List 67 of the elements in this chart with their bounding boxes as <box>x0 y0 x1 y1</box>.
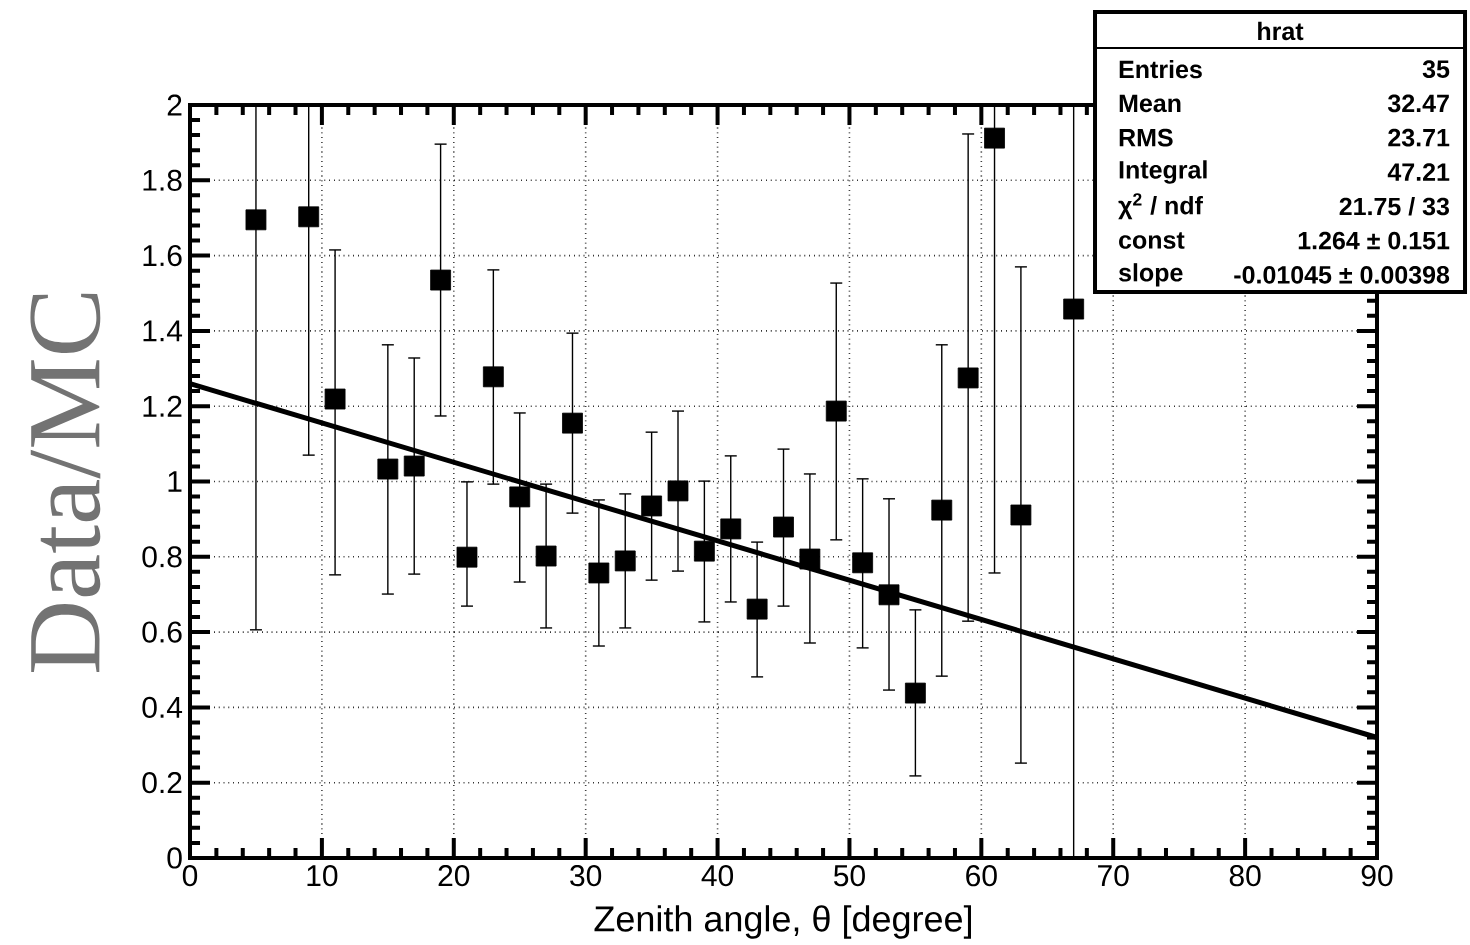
x-tick-label: 20 <box>438 865 470 887</box>
x-tick-label: 50 <box>833 865 865 887</box>
text: 23.71 <box>1388 128 1450 147</box>
text: Entries <box>1119 59 1202 79</box>
annotation: slope <box>1118 263 1183 287</box>
point <box>430 269 451 291</box>
point <box>957 367 979 389</box>
point <box>878 584 900 606</box>
y-tick-label: 0.2 <box>142 772 182 794</box>
x-tick-label: 80 <box>1229 865 1261 887</box>
point <box>245 209 267 231</box>
point <box>693 540 715 562</box>
point <box>773 516 794 538</box>
annotation: const <box>1119 232 1185 249</box>
x-axis-title: Zenith angle, θ [degree] <box>594 905 971 939</box>
point <box>456 546 478 568</box>
annotation: 21.75 / 33 <box>1339 196 1450 216</box>
point <box>1010 504 1032 526</box>
point <box>931 499 953 521</box>
point <box>1063 298 1085 320</box>
text: 32.47 <box>1387 94 1449 113</box>
annotation: -0.01045 ± 0.00398 <box>1234 265 1450 284</box>
annotation: Integral <box>1119 160 1207 184</box>
y-tick-label: 1.6 <box>143 244 182 267</box>
x-tick-label: 30 <box>570 865 602 887</box>
y-tick-label: 0.4 <box>142 696 183 718</box>
point <box>852 552 874 574</box>
annotation: Mean <box>1119 94 1181 113</box>
text: hrat <box>1258 21 1304 41</box>
point <box>904 682 926 704</box>
x-tick-label: 90 <box>1361 865 1393 887</box>
point <box>614 550 636 572</box>
x-tick-label: 10 <box>307 865 338 887</box>
point <box>588 562 610 584</box>
point <box>825 400 847 422</box>
y-tick-label: 1 <box>168 471 182 492</box>
y-tick-label: 0.6 <box>142 621 182 643</box>
point <box>377 458 399 480</box>
annotation: χ$^{2}$ / ndf <box>1118 193 1203 220</box>
text: 47.21 <box>1387 163 1450 181</box>
x-tick-label: 70 <box>1098 865 1129 887</box>
point <box>562 412 583 434</box>
annotation: RMS <box>1119 128 1173 147</box>
y-tick-label: 2 <box>167 94 182 116</box>
y-tick-label: 1.2 <box>143 395 182 417</box>
point <box>535 545 557 567</box>
y-axis-title: Data/MC <box>30 293 101 672</box>
x-tick-label: 0 <box>182 865 198 887</box>
point <box>509 486 531 508</box>
point <box>667 480 689 502</box>
point <box>324 388 346 410</box>
point <box>482 366 504 388</box>
y-tick-label: 0 <box>167 847 182 869</box>
point <box>298 206 320 228</box>
y-tick-label: 1.4 <box>143 320 183 342</box>
x-tick-label: 60 <box>966 865 997 887</box>
y-tick-label: 0.8 <box>142 546 182 568</box>
point <box>720 518 742 540</box>
annotation: 1.264 ± 0.151 <box>1298 231 1450 250</box>
point <box>403 455 425 477</box>
x-tick-label: 40 <box>701 865 734 887</box>
point <box>799 548 821 570</box>
text: 35 <box>1422 60 1450 78</box>
point <box>746 598 768 620</box>
y-tick-label: 1.8 <box>143 169 182 191</box>
point <box>641 495 663 517</box>
point <box>984 127 1005 149</box>
